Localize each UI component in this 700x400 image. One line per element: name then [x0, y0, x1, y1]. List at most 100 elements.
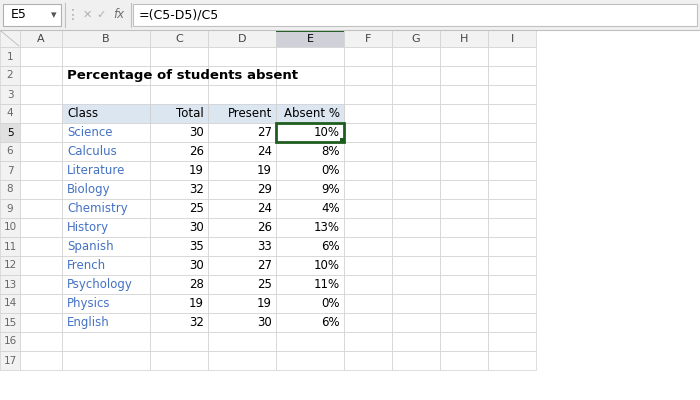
Bar	[276, 66, 344, 85]
Bar	[208, 237, 276, 256]
Bar	[208, 294, 276, 313]
Text: E: E	[307, 34, 314, 44]
Bar	[440, 313, 488, 332]
Bar	[0, 161, 20, 180]
Bar	[62, 85, 150, 104]
Bar	[62, 123, 150, 142]
Bar	[62, 332, 150, 351]
Bar	[276, 30, 344, 47]
Bar	[392, 351, 440, 370]
Bar	[0, 0, 700, 30]
Text: 19: 19	[189, 297, 204, 310]
Bar	[276, 294, 344, 313]
Text: I: I	[510, 34, 514, 44]
Bar	[276, 218, 344, 237]
Bar	[208, 142, 276, 161]
Text: 35: 35	[189, 240, 204, 253]
Text: 25: 25	[189, 202, 204, 215]
Bar	[20, 256, 62, 275]
Bar	[20, 66, 62, 85]
Bar	[276, 30, 344, 32]
Bar	[392, 85, 440, 104]
Text: 19: 19	[257, 297, 272, 310]
Bar	[0, 199, 20, 218]
Bar	[392, 47, 440, 66]
Bar	[20, 332, 62, 351]
Text: Total: Total	[176, 107, 204, 120]
Bar	[0, 351, 20, 370]
Bar	[344, 161, 392, 180]
Bar	[440, 180, 488, 199]
Text: 33: 33	[258, 240, 272, 253]
Bar	[133, 4, 697, 26]
Text: 13%: 13%	[314, 221, 340, 234]
Bar	[62, 294, 150, 313]
Bar	[276, 313, 344, 332]
Bar	[62, 180, 150, 199]
Bar	[62, 199, 150, 218]
Bar	[344, 104, 392, 123]
Bar	[276, 161, 344, 180]
Bar	[440, 237, 488, 256]
Bar	[440, 123, 488, 142]
Bar	[20, 313, 62, 332]
Text: 6%: 6%	[321, 240, 340, 253]
Bar	[276, 47, 344, 66]
Bar	[150, 85, 208, 104]
Text: E5: E5	[11, 8, 27, 22]
Bar	[0, 142, 20, 161]
Text: Spanish: Spanish	[67, 240, 113, 253]
Bar	[150, 161, 208, 180]
Bar	[20, 123, 62, 142]
Bar	[62, 351, 150, 370]
Bar	[488, 199, 536, 218]
Bar	[62, 256, 150, 275]
Text: ▾: ▾	[51, 10, 57, 20]
Text: 29: 29	[257, 183, 272, 196]
Bar	[150, 294, 208, 313]
Bar	[440, 275, 488, 294]
Bar	[488, 351, 536, 370]
Bar	[62, 142, 150, 161]
Bar	[20, 85, 62, 104]
Bar	[276, 237, 344, 256]
Bar	[62, 104, 150, 123]
Text: 24: 24	[257, 202, 272, 215]
Text: G: G	[412, 34, 420, 44]
Bar	[150, 218, 208, 237]
Bar	[392, 256, 440, 275]
Text: 2: 2	[7, 70, 13, 80]
Bar	[392, 332, 440, 351]
Bar	[344, 66, 392, 85]
Bar	[208, 104, 276, 123]
Text: 30: 30	[189, 259, 204, 272]
Text: 11%: 11%	[314, 278, 340, 291]
Text: 11: 11	[4, 242, 17, 252]
Bar	[150, 332, 208, 351]
Text: 19: 19	[257, 164, 272, 177]
Bar	[488, 237, 536, 256]
Text: Chemistry: Chemistry	[67, 202, 127, 215]
Bar	[62, 313, 150, 332]
Text: 6: 6	[7, 146, 13, 156]
Text: 14: 14	[4, 298, 17, 308]
Bar	[0, 47, 20, 66]
Bar	[392, 313, 440, 332]
Bar	[344, 47, 392, 66]
Bar	[208, 332, 276, 351]
Bar	[208, 313, 276, 332]
Text: H: H	[460, 34, 468, 44]
Text: 3: 3	[7, 90, 13, 100]
Text: 10%: 10%	[314, 259, 340, 272]
Text: French: French	[67, 259, 106, 272]
Bar	[208, 218, 276, 237]
Bar	[150, 142, 208, 161]
Text: 30: 30	[258, 316, 272, 329]
Bar	[20, 180, 62, 199]
Bar	[208, 256, 276, 275]
Text: 16: 16	[4, 336, 17, 346]
Bar	[488, 142, 536, 161]
Text: 15: 15	[4, 318, 17, 328]
Text: 4: 4	[7, 108, 13, 118]
Bar	[276, 180, 344, 199]
